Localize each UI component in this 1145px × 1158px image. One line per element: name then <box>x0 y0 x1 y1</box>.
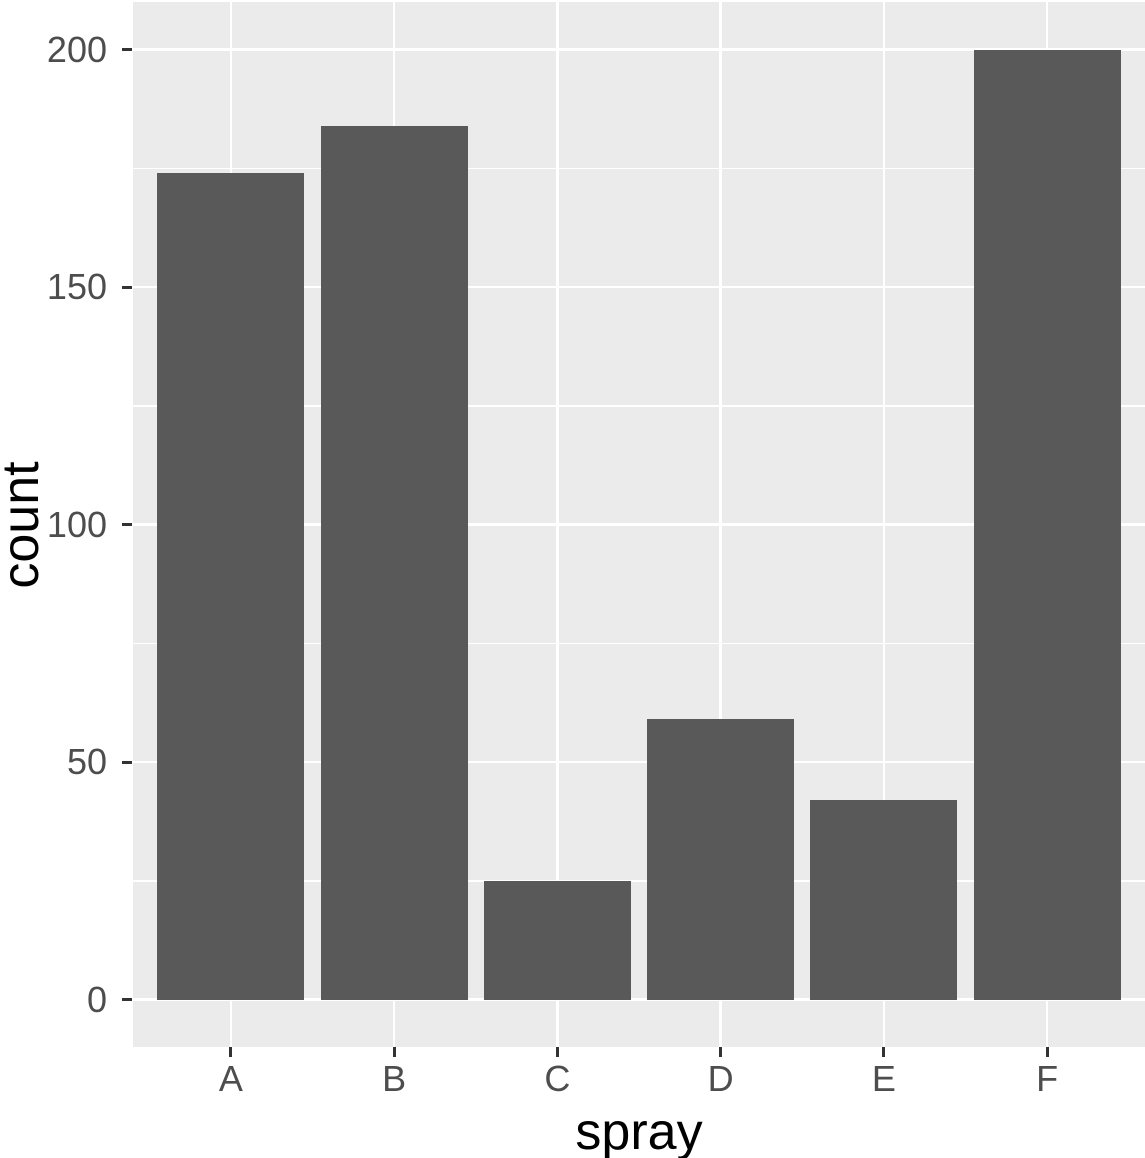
bar-F <box>973 49 1121 1000</box>
x-tick-label: E <box>871 1058 896 1099</box>
bar-D <box>647 719 795 1000</box>
x-tick-mark <box>392 1047 396 1057</box>
x-tick-mark <box>719 1047 723 1057</box>
y-tick-label: 0 <box>86 978 107 1020</box>
gridline-major-horizontal <box>133 48 1145 51</box>
plot-panel <box>133 2 1145 1047</box>
y-tick-mark <box>122 48 132 51</box>
y-axis-title: count <box>0 460 50 589</box>
y-tick-label: 150 <box>46 266 107 308</box>
gridline-minor-horizontal <box>133 642 1145 644</box>
gridline-major-horizontal <box>133 285 1145 289</box>
gridline-major-horizontal <box>133 523 1145 526</box>
gridline-minor-horizontal <box>133 167 1145 169</box>
gridline-major-vertical <box>556 2 559 1047</box>
y-tick-mark <box>122 523 132 526</box>
y-tick-label: 200 <box>46 28 107 70</box>
y-tick-label: 100 <box>46 503 107 545</box>
x-tick-mark <box>1045 1047 1049 1057</box>
y-tick-mark <box>122 285 132 289</box>
gridline-minor-horizontal <box>133 405 1145 407</box>
bar-C <box>483 880 631 1000</box>
y-tick-mark <box>122 760 132 764</box>
bar-A <box>157 173 305 1000</box>
y-tick-mark <box>122 998 132 1001</box>
x-axis-title: spray <box>575 1103 703 1158</box>
gridline-major-vertical <box>719 2 722 1047</box>
y-tick-label: 50 <box>66 741 107 783</box>
gridline-major-horizontal <box>133 760 1145 764</box>
bar-B <box>320 125 468 1000</box>
gridline-major-vertical <box>882 2 886 1047</box>
x-tick-mark <box>555 1047 559 1057</box>
gridline-major-horizontal <box>133 998 1145 1001</box>
x-tick-mark <box>229 1047 233 1057</box>
gridline-minor-horizontal <box>133 880 1145 882</box>
x-tick-label: D <box>707 1058 734 1099</box>
x-tick-mark <box>882 1047 886 1057</box>
x-tick-label: F <box>1036 1058 1059 1099</box>
x-tick-label: C <box>544 1058 571 1099</box>
x-tick-label: B <box>382 1058 407 1099</box>
bar-E <box>810 800 958 1000</box>
x-tick-label: A <box>218 1058 243 1099</box>
